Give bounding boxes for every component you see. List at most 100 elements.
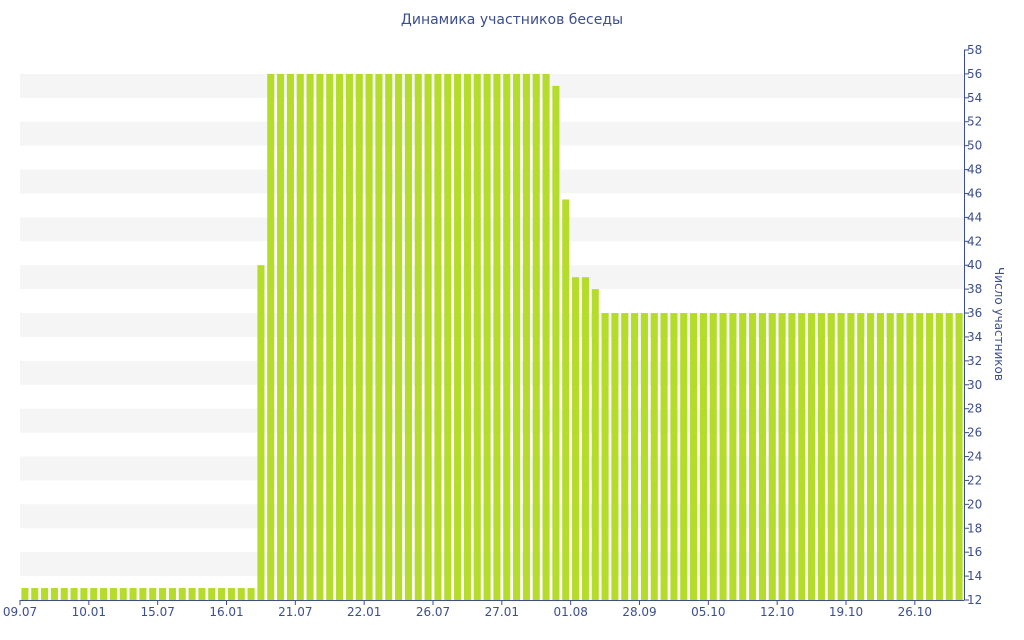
bar	[296, 73, 304, 600]
bar	[768, 313, 776, 600]
bar	[729, 313, 737, 600]
bar	[749, 313, 757, 600]
bar	[129, 588, 137, 600]
chart-title: Динамика участников беседы	[400, 12, 624, 28]
bar	[188, 588, 196, 600]
y-tick-label: 58	[967, 43, 982, 57]
bar	[552, 85, 560, 601]
bar	[119, 588, 127, 600]
grid-band	[20, 217, 964, 242]
x-tick-label: 16.01	[209, 605, 243, 619]
bar	[286, 73, 294, 600]
bar	[562, 199, 570, 600]
bar	[719, 313, 727, 600]
bar	[876, 313, 884, 600]
bar	[906, 313, 914, 600]
bar	[945, 313, 953, 600]
x-tick-label: 01.08	[553, 605, 587, 619]
x-tick-label: 26.07	[416, 605, 450, 619]
y-tick-label: 36	[967, 306, 982, 320]
bar	[611, 313, 619, 600]
bar	[375, 73, 383, 600]
bar	[50, 588, 58, 600]
bar	[454, 73, 462, 600]
bar	[70, 588, 78, 600]
x-tick-label: 05.10	[691, 605, 725, 619]
y-tick-label: 14	[967, 569, 982, 583]
bar	[257, 265, 265, 600]
bar	[660, 313, 668, 600]
grid-band	[20, 360, 964, 385]
y-tick-label: 40	[967, 258, 982, 272]
bar	[513, 73, 521, 600]
bar	[31, 588, 39, 600]
bar	[601, 313, 609, 600]
bar	[935, 313, 943, 600]
bar	[621, 313, 629, 600]
bar	[650, 313, 658, 600]
bar	[867, 313, 875, 600]
bar	[680, 313, 688, 600]
y-tick-label: 26	[967, 426, 982, 440]
bar	[345, 73, 353, 600]
bar	[444, 73, 452, 600]
bar	[109, 588, 117, 600]
bar	[532, 73, 540, 600]
bar	[326, 73, 334, 600]
bar	[827, 313, 835, 600]
x-tick-label: 10.01	[72, 605, 106, 619]
bar	[493, 73, 501, 600]
bar	[572, 277, 580, 600]
x-tick-label: 12.10	[760, 605, 794, 619]
bar	[139, 588, 147, 600]
bar	[817, 313, 825, 600]
grid-band	[20, 504, 964, 529]
grid-band	[20, 456, 964, 481]
bar	[424, 73, 432, 600]
bar	[395, 73, 403, 600]
y-tick-label: 56	[967, 67, 982, 81]
bar	[434, 73, 442, 600]
bar	[198, 588, 206, 600]
bar	[778, 313, 786, 600]
bar	[640, 313, 648, 600]
bar	[247, 588, 255, 600]
y-tick-label: 46	[967, 186, 982, 200]
bar	[837, 313, 845, 600]
bar	[404, 73, 412, 600]
y-tick-label: 38	[967, 282, 982, 296]
y-tick-label: 32	[967, 354, 982, 368]
bar	[41, 588, 49, 600]
bar	[90, 588, 98, 600]
grid-band	[20, 73, 964, 98]
bar	[218, 588, 226, 600]
grid-band	[20, 552, 964, 577]
bar	[316, 73, 324, 600]
bar	[168, 588, 176, 600]
bar	[21, 588, 29, 600]
bar	[581, 277, 589, 600]
y-tick-label: 52	[967, 115, 982, 129]
y-axis-label: Число участников	[992, 267, 1006, 381]
bar	[699, 313, 707, 600]
grid-band	[20, 121, 964, 146]
x-tick-label: 28.09	[622, 605, 656, 619]
bar	[631, 313, 639, 600]
x-tick-label: 19.10	[829, 605, 863, 619]
y-tick-label: 20	[967, 497, 982, 511]
y-tick-label: 16	[967, 545, 982, 559]
y-tick-label: 28	[967, 402, 982, 416]
y-tick-label: 12	[967, 593, 982, 607]
bar	[306, 73, 314, 600]
bar	[227, 588, 235, 600]
bar	[178, 588, 186, 600]
bar	[522, 73, 530, 600]
bar	[670, 313, 678, 600]
bar	[808, 313, 816, 600]
bar	[463, 73, 471, 600]
bar	[857, 313, 865, 600]
x-tick-label: 26.10	[898, 605, 932, 619]
y-tick-label: 54	[967, 91, 982, 105]
bar	[896, 313, 904, 600]
